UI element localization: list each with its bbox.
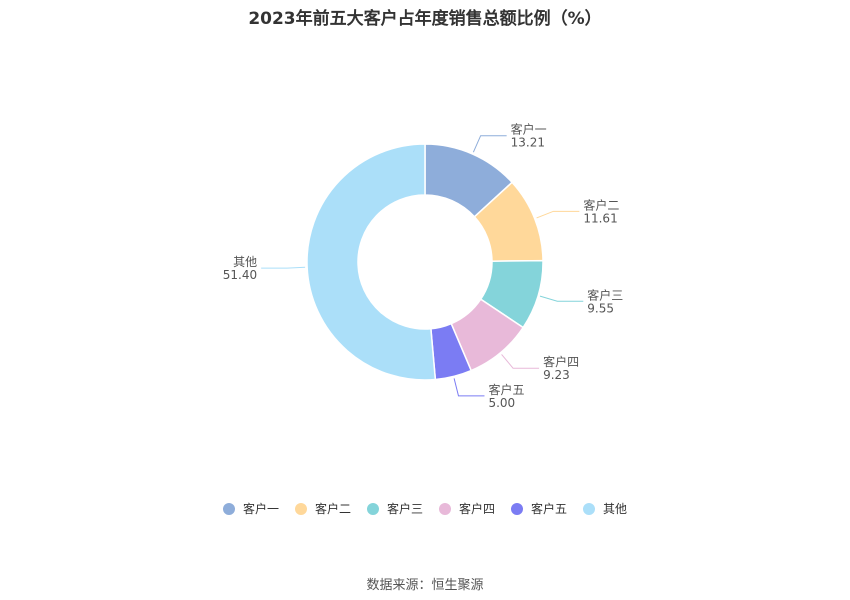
legend-item-1[interactable]: 客户一 [222, 500, 279, 517]
legend-label-6: 其他 [603, 502, 628, 516]
slice-label-3: 客户三 [587, 287, 623, 302]
legend-label-4: 客户四 [459, 502, 496, 516]
slice-value-1: 13.21 [511, 136, 545, 150]
legend-label-2: 客户二 [314, 502, 351, 516]
legend-item-2[interactable]: 客户二 [294, 500, 351, 517]
slice-value-5: 5.00 [488, 396, 515, 410]
slice-value-2: 11.61 [583, 211, 617, 225]
slice-value-4: 9.23 [543, 368, 570, 382]
leader-line-4 [501, 354, 540, 369]
legend-item-3[interactable]: 客户三 [366, 500, 423, 517]
data-source: 数据来源：恒生聚源 [366, 578, 484, 593]
legend-item-6[interactable]: 其他 [583, 500, 627, 517]
leader-line-3 [539, 295, 584, 302]
leader-line-2 [536, 210, 580, 219]
slice-value-6: 51.40 [223, 268, 257, 282]
legend-swatch-6 [583, 502, 596, 515]
slice-6[interactable] [306, 143, 437, 381]
legend-swatch-3 [366, 502, 379, 515]
legend-swatch-1 [222, 502, 235, 515]
chart-legend: 客户一 客户二 客户三 客户四 客户五 其他 [0, 500, 850, 517]
legend-label-3: 客户三 [386, 502, 423, 516]
legend-label-5: 客户五 [531, 502, 568, 516]
legend-swatch-2 [294, 502, 307, 515]
legend-item-5[interactable]: 客户五 [511, 500, 567, 517]
slice-value-3: 9.55 [587, 301, 614, 315]
slice-label-5: 客户五 [488, 382, 524, 397]
legend-item-4[interactable]: 客户四 [439, 500, 495, 517]
leader-line-6 [261, 266, 306, 269]
slice-label-1: 客户一 [511, 122, 547, 137]
leader-line-1 [472, 135, 507, 153]
legend-swatch-5 [511, 502, 524, 515]
chart-title: 2023年前五大客户占年度销售总额比例（%） [248, 9, 602, 29]
slice-label-4: 客户四 [543, 354, 579, 369]
legend-swatch-4 [439, 502, 451, 515]
legend-label-1: 客户一 [242, 502, 279, 516]
slice-label-6: 其他 [233, 255, 257, 269]
leader-line-5 [453, 378, 485, 397]
slice-label-2: 客户二 [583, 197, 619, 212]
